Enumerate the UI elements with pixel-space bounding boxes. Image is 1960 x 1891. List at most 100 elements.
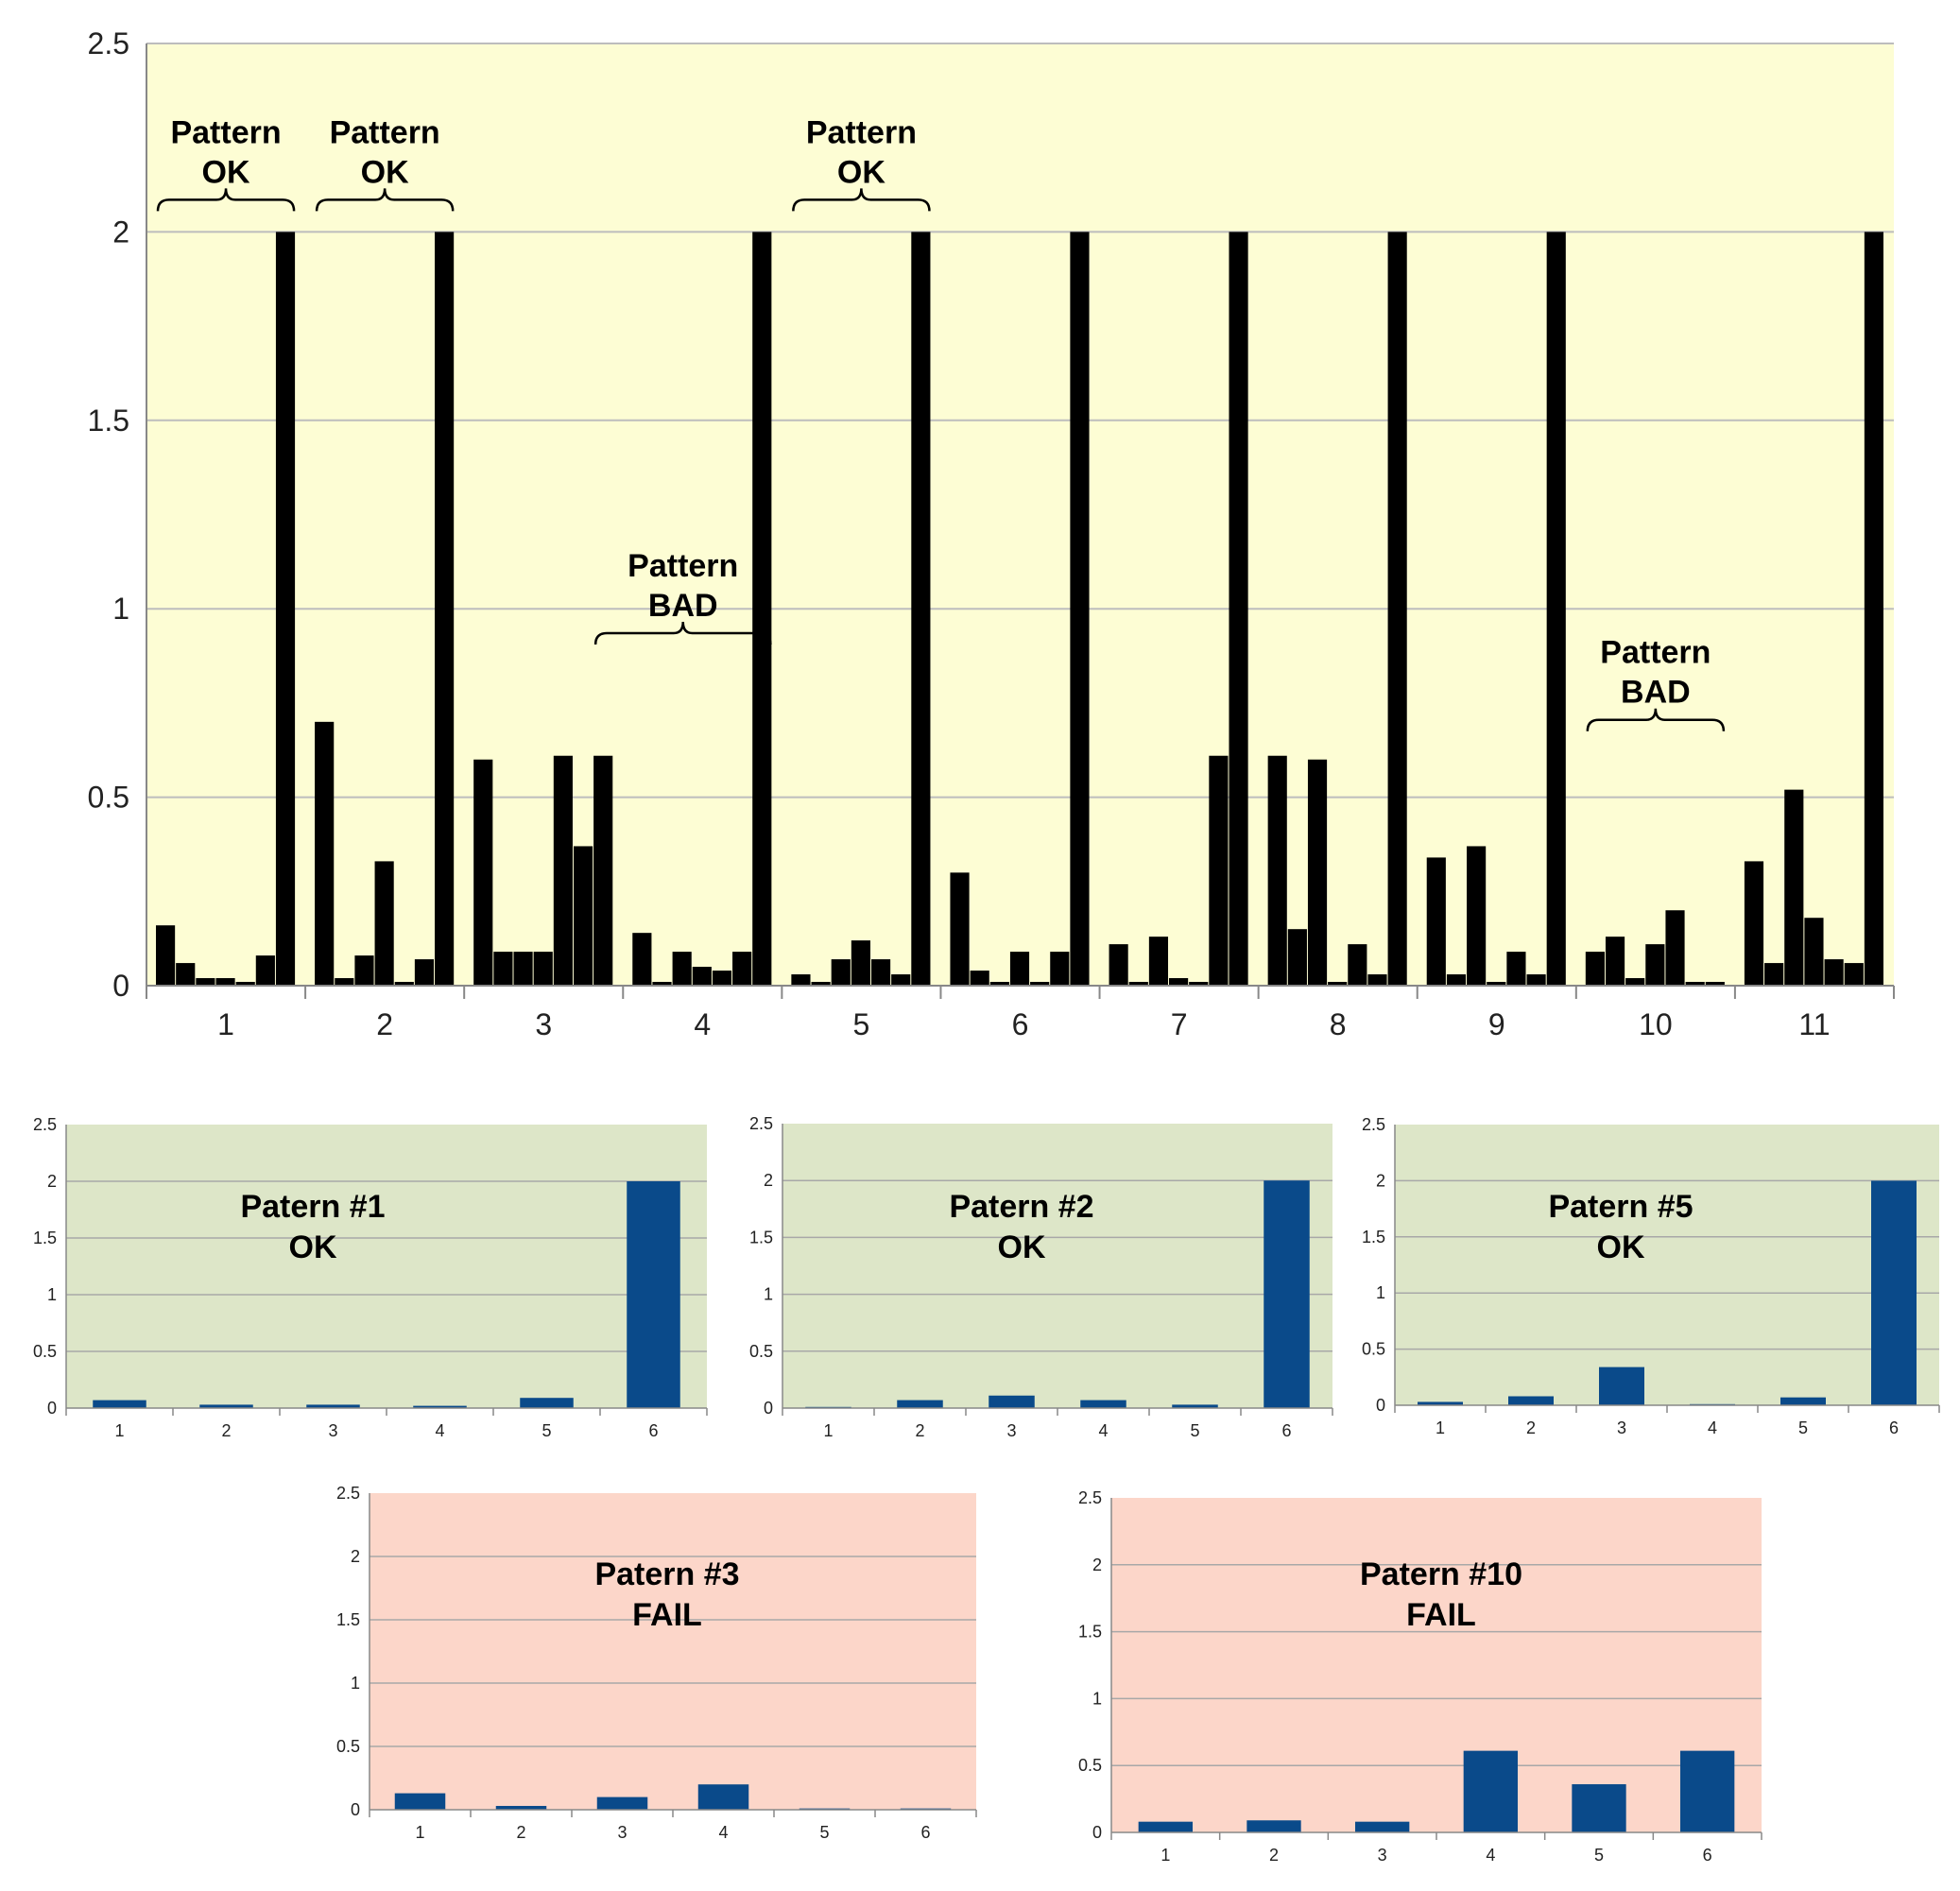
mini-y-tick-label: 2 bbox=[351, 1547, 360, 1566]
mini-x-tick-label: 1 bbox=[415, 1823, 424, 1842]
annotation-brace bbox=[315, 188, 455, 212]
main-bar-cat10-2 bbox=[1605, 937, 1625, 986]
annotation-label-line1: Pattern bbox=[628, 548, 738, 584]
mini-y-tick-label: 0.5 bbox=[749, 1342, 773, 1361]
main-bar-cat10-3 bbox=[1625, 978, 1645, 986]
main-bar-cat1-3 bbox=[196, 978, 215, 986]
mini-x-tick-label: 4 bbox=[1486, 1846, 1495, 1865]
main-bar-cat8-2 bbox=[1287, 929, 1307, 986]
mini-y-tick-label: 2 bbox=[47, 1172, 57, 1191]
mini-x-tick-label: 6 bbox=[648, 1421, 658, 1440]
mini-x-tick-label: 5 bbox=[1798, 1418, 1808, 1437]
mini-bar-6 bbox=[1264, 1180, 1310, 1408]
main-bar-cat3-3 bbox=[513, 952, 533, 986]
mini-y-tick-label: 2.5 bbox=[1362, 1115, 1385, 1134]
main-bar-cat8-6 bbox=[1367, 974, 1387, 986]
mini-bar-6 bbox=[1680, 1750, 1735, 1832]
mini-chart-title: Patern #5 bbox=[1548, 1189, 1693, 1225]
mini-y-tick-label: 2 bbox=[764, 1171, 773, 1190]
mini-y-tick-label: 0 bbox=[764, 1399, 773, 1418]
mini-plot-area bbox=[66, 1125, 707, 1408]
main-bar-cat1-4 bbox=[215, 978, 235, 986]
mini-x-tick-label: 4 bbox=[718, 1823, 728, 1842]
mini-y-tick-label: 2.5 bbox=[336, 1484, 360, 1503]
mini-bar-2 bbox=[199, 1404, 253, 1408]
mini-y-tick-label: 0.5 bbox=[1078, 1756, 1102, 1775]
main-x-tick-label: 2 bbox=[376, 1007, 393, 1041]
annotation-label-line2: BAD bbox=[1621, 675, 1691, 711]
main-bar-cat5-7 bbox=[911, 232, 931, 986]
mini-y-tick-label: 2 bbox=[1092, 1556, 1102, 1574]
mini-chart-status: OK bbox=[998, 1229, 1046, 1265]
main-bar-cat11-2 bbox=[1764, 963, 1784, 986]
main-y-tick-label: 0 bbox=[112, 969, 129, 1003]
mini-x-tick-label: 3 bbox=[617, 1823, 627, 1842]
main-bar-cat6-7 bbox=[1070, 232, 1090, 986]
mini-bar-3 bbox=[306, 1404, 360, 1408]
main-bar-cat9-3 bbox=[1467, 846, 1487, 986]
mini-y-tick-label: 0.5 bbox=[336, 1737, 360, 1756]
annotation-label-line1: Pattern bbox=[330, 114, 440, 150]
main-bar-cat2-4 bbox=[374, 861, 394, 986]
mini-chart-title: Patern #2 bbox=[949, 1189, 1093, 1225]
mini-bar-5 bbox=[1172, 1404, 1218, 1408]
main-bar-cat6-1 bbox=[950, 872, 970, 986]
mini-x-tick-label: 5 bbox=[1594, 1846, 1604, 1865]
main-bar-cat10-6 bbox=[1685, 982, 1705, 986]
main-bar-cat10-7 bbox=[1705, 982, 1725, 986]
mini-bar-1 bbox=[1138, 1821, 1193, 1832]
main-bar-cat2-6 bbox=[414, 959, 435, 986]
main-bar-cat6-4 bbox=[1009, 952, 1030, 986]
mini-x-tick-label: 2 bbox=[1526, 1418, 1536, 1437]
mini-bar-3 bbox=[1599, 1367, 1644, 1405]
mini-y-tick-label: 2.5 bbox=[1078, 1488, 1102, 1507]
mini-chart-patern3: 0 0.5 1 1.5 2 2.5 1 2 3 4 5 6 Patern #3 FAIL bbox=[336, 1484, 977, 1842]
main-bar-cat7-5 bbox=[1189, 982, 1209, 986]
mini-x-tick-label: 4 bbox=[1708, 1418, 1717, 1437]
mini-chart-title: Patern #10 bbox=[1360, 1556, 1522, 1592]
main-bar-cat4-1 bbox=[632, 933, 652, 986]
mini-x-tick-label: 6 bbox=[1281, 1421, 1291, 1440]
annotation-brace bbox=[593, 621, 772, 645]
main-bar-cat3-4 bbox=[533, 952, 553, 986]
mini-chart-patern2: 0 0.5 1 1.5 2 2.5 1 2 3 4 5 6 Patern #2 OK bbox=[749, 1114, 1333, 1440]
annotation-label-line1: Pattern bbox=[1600, 635, 1711, 671]
main-bar-cat10-5 bbox=[1665, 910, 1685, 986]
mini-x-tick-label: 3 bbox=[328, 1421, 337, 1440]
mini-y-tick-label: 0 bbox=[47, 1399, 57, 1418]
main-bar-cat1-1 bbox=[156, 925, 176, 986]
main-y-tick-label: 0.5 bbox=[88, 781, 129, 815]
main-bar-cat9-5 bbox=[1506, 952, 1526, 986]
mini-chart-status: OK bbox=[289, 1229, 337, 1265]
main-bar-cat9-7 bbox=[1546, 232, 1566, 986]
main-bar-cat3-6 bbox=[573, 846, 593, 986]
mini-plot-area bbox=[370, 1493, 976, 1810]
main-bar-cat4-6 bbox=[732, 952, 752, 986]
main-bar-cat1-6 bbox=[255, 955, 275, 986]
main-x-tick-label: 1 bbox=[217, 1007, 234, 1041]
mini-x-tick-label: 3 bbox=[1378, 1846, 1387, 1865]
mini-bar-1 bbox=[1418, 1401, 1463, 1405]
main-bar-cat6-6 bbox=[1050, 952, 1070, 986]
main-x-tick-label: 11 bbox=[1798, 1007, 1830, 1041]
main-bar-cat4-5 bbox=[712, 971, 732, 986]
mini-plot-area bbox=[782, 1124, 1332, 1408]
main-bar-cat6-2 bbox=[970, 971, 989, 986]
mini-chart-status: OK bbox=[1597, 1229, 1645, 1265]
main-bar-cat1-5 bbox=[235, 982, 255, 986]
mini-y-tick-label: 0 bbox=[1376, 1396, 1385, 1415]
main-bar-cat5-5 bbox=[870, 959, 891, 986]
main-bar-cat5-3 bbox=[831, 959, 851, 986]
mini-y-tick-label: 1.5 bbox=[33, 1229, 57, 1247]
mini-x-tick-label: 1 bbox=[823, 1421, 833, 1440]
mini-y-tick-label: 0.5 bbox=[33, 1342, 57, 1361]
main-chart-group: 0 0.5 1 1.5 2 2.5 1 2 3 4 5 6 7 8 9 10 11 Pattern OK Patter… bbox=[88, 26, 1895, 1041]
annotation-brace bbox=[1586, 708, 1726, 731]
mini-y-tick-label: 1.5 bbox=[749, 1228, 773, 1246]
main-bar-cat11-7 bbox=[1864, 232, 1883, 986]
mini-x-tick-label: 1 bbox=[114, 1421, 124, 1440]
mini-x-tick-label: 6 bbox=[1703, 1846, 1712, 1865]
main-bar-cat11-6 bbox=[1844, 963, 1864, 986]
mini-y-tick-label: 1 bbox=[47, 1285, 57, 1304]
main-bar-cat8-4 bbox=[1328, 982, 1348, 986]
